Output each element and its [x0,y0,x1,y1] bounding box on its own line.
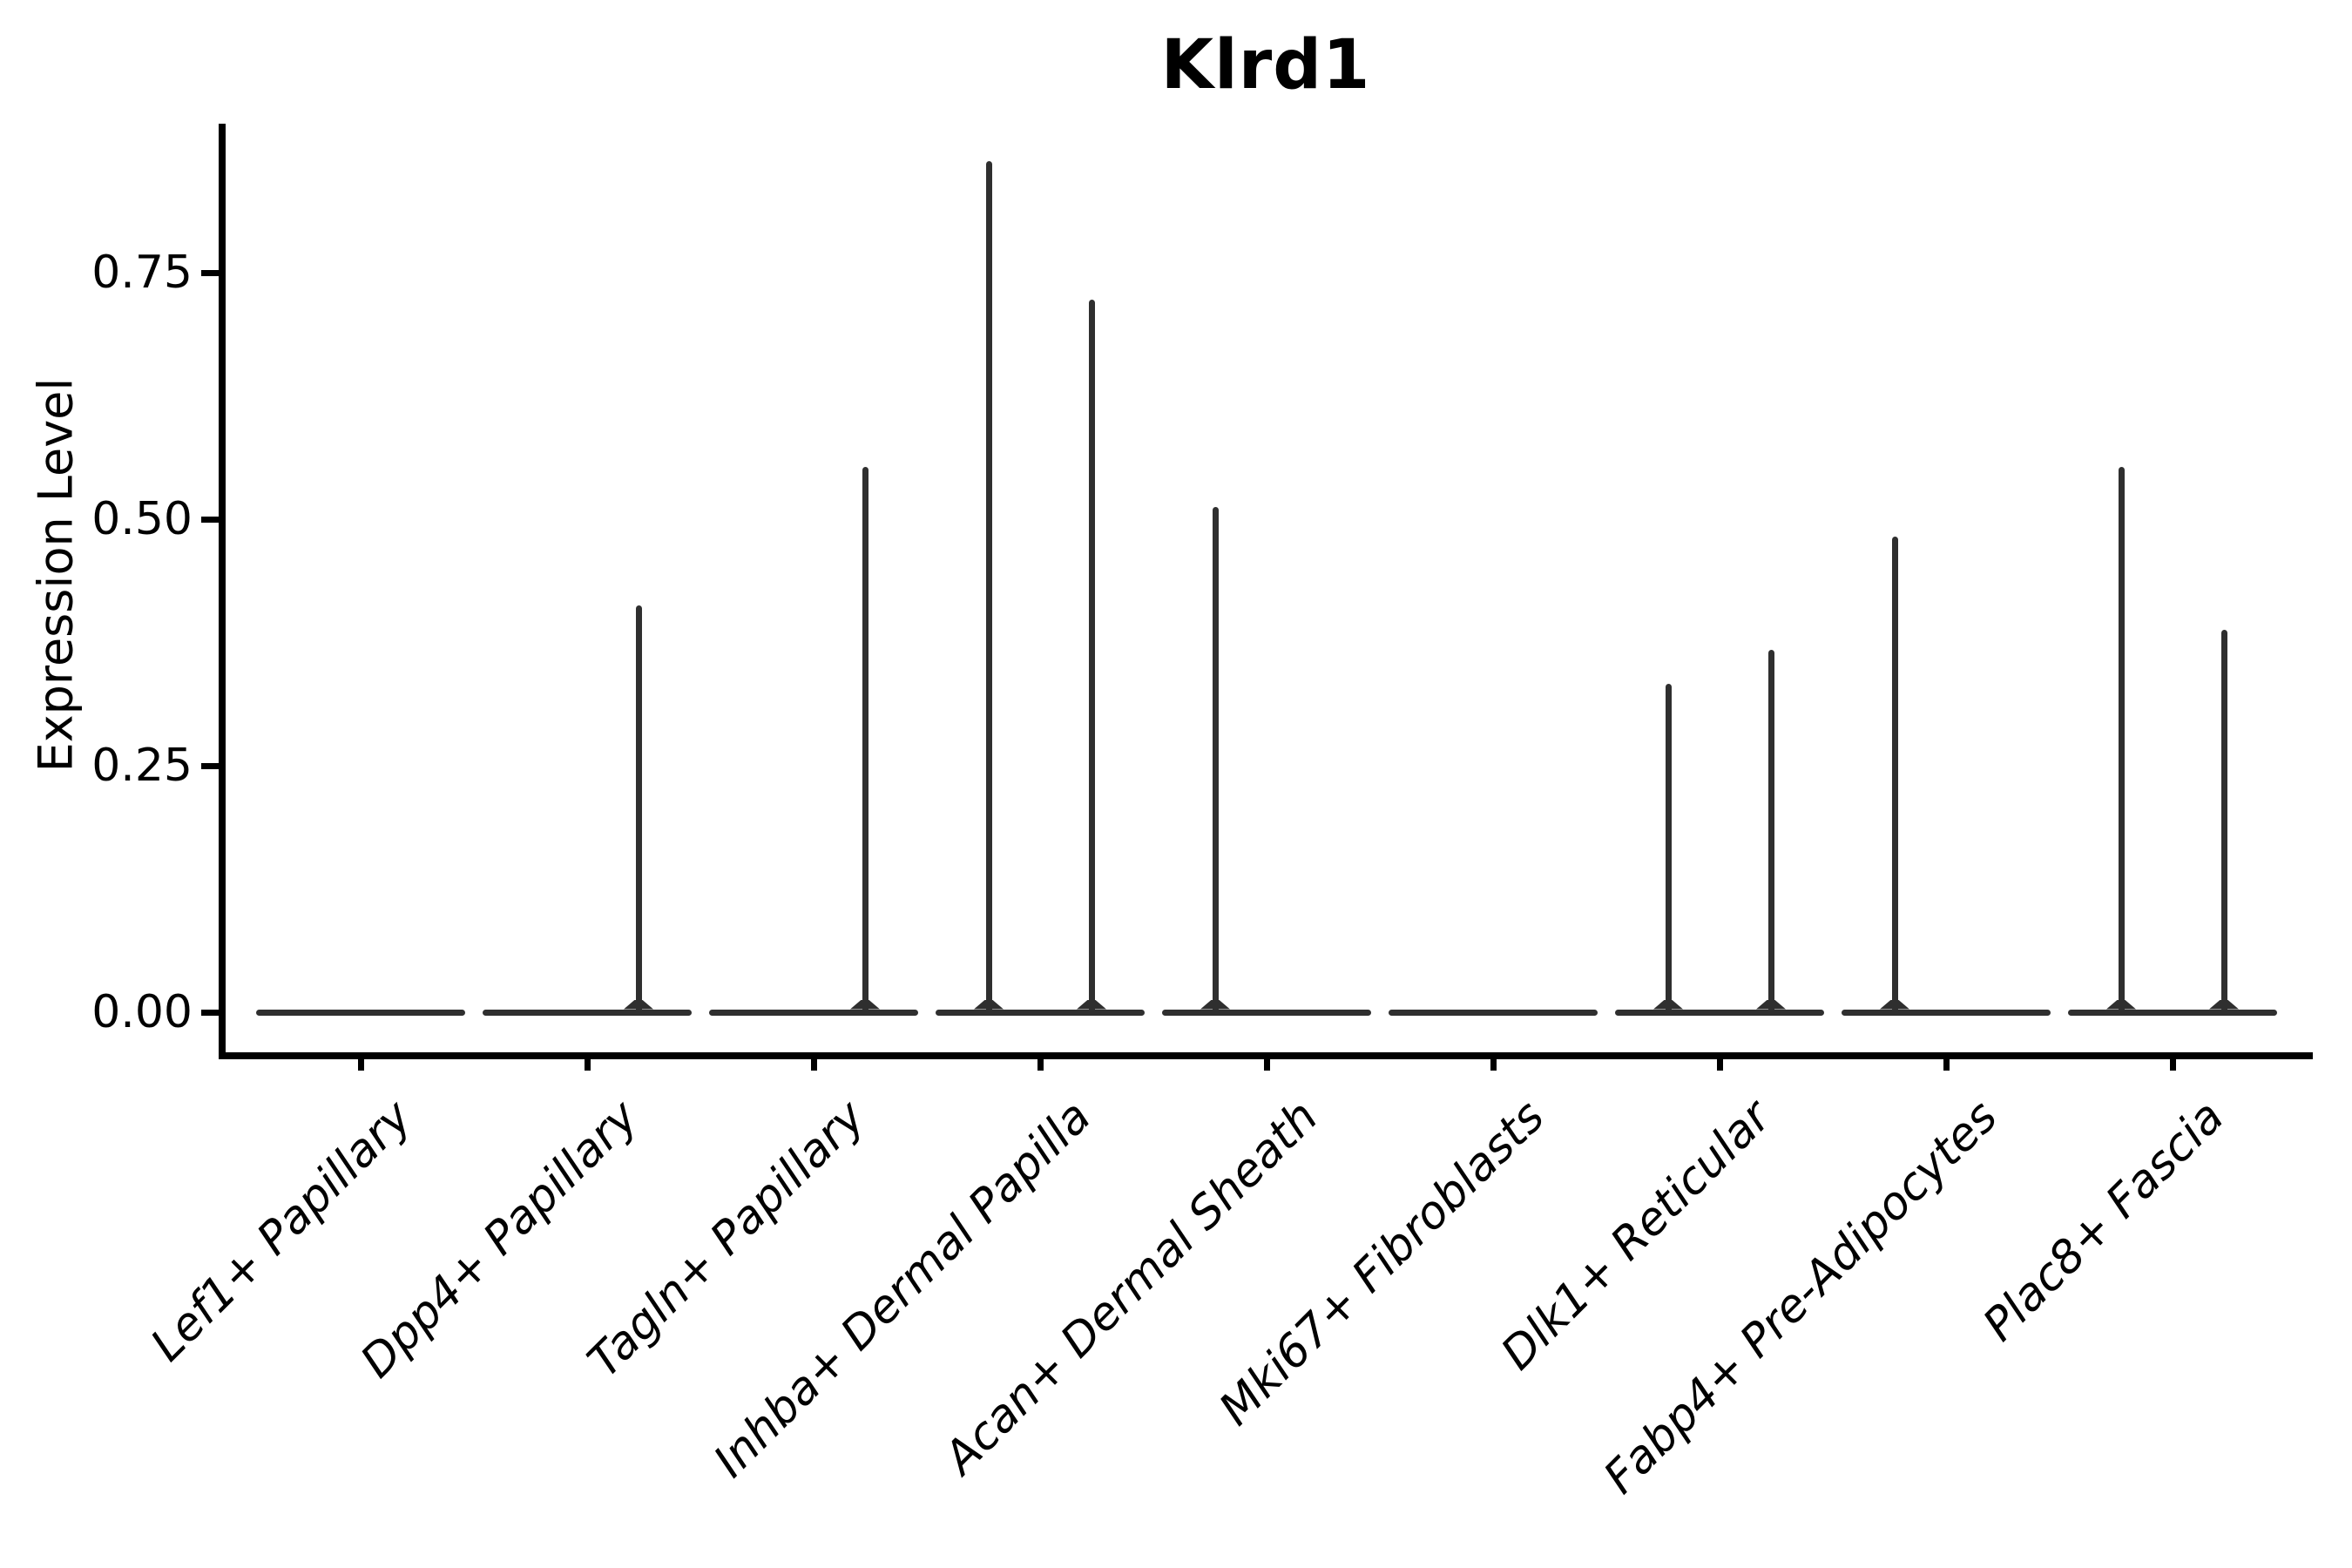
violin-bar [256,1009,465,1016]
x-tick [1716,1059,1723,1071]
violin-spike [862,467,868,1016]
violin-spike-flare [1756,999,1786,1010]
x-tick [1943,1059,1950,1071]
violin-bar [1615,1009,1824,1016]
y-tick-label: 0.00 [91,986,193,1038]
y-axis-spine [219,124,226,1059]
x-tick-label: Inhba+ Dermal Papilla [704,1091,1102,1488]
x-axis-spine [219,1052,2313,1059]
violin-bar [1842,1009,2051,1016]
y-tick [201,1009,219,1016]
violin-spike-flare [974,999,1004,1010]
violin-bar [483,1009,692,1016]
plot-title: Klrd1 [1160,26,1371,105]
violin-spike [1212,506,1219,1016]
violin-spike [635,605,642,1016]
y-tick [201,762,219,769]
violin-spike [2220,630,2227,1016]
violin-spike-flare [2209,999,2239,1010]
violin-spike-flare [1200,999,1230,1010]
x-tick [810,1059,817,1071]
y-tick-label: 0.25 [91,740,193,792]
violin-bar [936,1009,1145,1016]
x-tick [1263,1059,1270,1071]
violin-spike-flare [624,999,653,1010]
y-tick [201,269,219,276]
violin-spike [1088,299,1095,1016]
violin-bar [1389,1009,1598,1016]
violin-spike [2118,467,2125,1016]
violin-spike-flare [1653,999,1683,1010]
x-tick [1490,1059,1497,1071]
x-tick-label: Fabp4+ Pre-Adipocytes [1593,1091,2008,1504]
violin-spike [1891,536,1898,1016]
violin-spike-flare [1077,999,1106,1010]
violin-spike [985,161,992,1016]
x-tick [584,1059,591,1071]
violin-spike-flare [1880,999,1909,1010]
violin-spike-flare [2106,999,2136,1010]
y-tick [201,516,219,523]
x-tick [2169,1059,2176,1071]
y-tick-label: 0.50 [91,493,193,545]
x-tick-label: Acan+ Dermal Sheath [934,1091,1328,1484]
violin-bar [709,1009,918,1016]
violin-bar [2068,1009,2277,1016]
violin-spike [1665,684,1672,1016]
violin-bar [1162,1009,1371,1016]
violin-spike [1767,649,1774,1016]
y-tick-label: 0.75 [91,247,193,299]
x-tick [1037,1059,1044,1071]
x-tick-label: Plac8+ Fascia [1973,1091,2234,1352]
x-tick [357,1059,364,1071]
violin-spike-flare [850,999,880,1010]
